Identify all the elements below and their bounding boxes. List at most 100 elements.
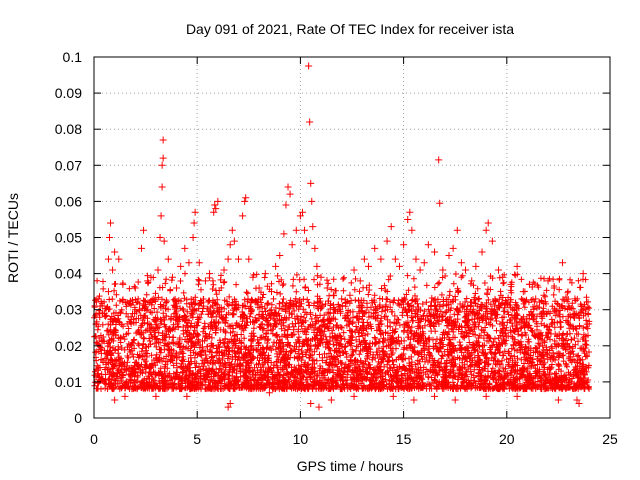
y-tick-label: 0.02 xyxy=(55,338,82,354)
roti-point xyxy=(371,244,379,252)
roti-point xyxy=(212,205,220,213)
roti-point xyxy=(478,248,486,256)
roti-point xyxy=(241,197,249,205)
roti-point xyxy=(96,302,104,310)
roti-point xyxy=(185,259,193,267)
roti-point xyxy=(457,259,465,267)
roti-point xyxy=(565,302,573,310)
roti-point xyxy=(255,284,263,292)
roti-point xyxy=(190,219,198,227)
roti-point xyxy=(158,161,166,169)
y-tick-label: 0.09 xyxy=(55,85,82,101)
y-tick-label: 0.03 xyxy=(55,302,82,318)
roti-point xyxy=(156,234,164,241)
roti-point xyxy=(173,284,181,292)
roti-point xyxy=(311,244,319,252)
roti-point xyxy=(482,226,490,234)
roti-point xyxy=(431,248,439,256)
roti-point xyxy=(211,201,219,209)
roti-point xyxy=(519,288,527,296)
roti-point xyxy=(284,183,292,191)
data-points xyxy=(91,62,593,411)
roti-point xyxy=(164,255,172,263)
roti-point xyxy=(135,306,143,314)
roti-point xyxy=(100,309,108,317)
roti-point xyxy=(249,273,257,281)
roti-point xyxy=(356,277,364,285)
roti-point xyxy=(431,392,439,400)
roti-point xyxy=(301,226,309,234)
roti-point xyxy=(160,237,168,245)
roti-point xyxy=(406,208,414,216)
roti-point xyxy=(435,156,443,164)
roti-point xyxy=(436,199,444,207)
roti-point xyxy=(201,277,209,285)
x-tick-label: 20 xyxy=(499,431,515,447)
roti-point xyxy=(308,197,316,205)
roti-point xyxy=(282,201,290,209)
roti-point xyxy=(309,223,317,231)
roti-point xyxy=(228,226,236,234)
roti-point xyxy=(296,212,304,220)
roti-point xyxy=(234,255,242,263)
roti-point xyxy=(313,262,321,270)
roti-point xyxy=(245,255,253,263)
roti-point xyxy=(272,262,280,270)
roti-point xyxy=(306,118,314,126)
roti-point-cloud xyxy=(91,270,593,393)
roti-point xyxy=(412,255,420,263)
roti-point xyxy=(338,295,346,303)
roti-point xyxy=(532,295,540,303)
roti-point xyxy=(583,320,591,328)
y-tick-label: 0.05 xyxy=(55,230,82,246)
roti-point xyxy=(230,237,238,245)
roti-point xyxy=(445,252,453,260)
roti-point xyxy=(391,255,399,263)
roti-point xyxy=(449,244,457,252)
roti-point xyxy=(104,288,112,296)
roti-point xyxy=(488,237,496,245)
roti-point xyxy=(195,259,203,267)
roti-point xyxy=(214,197,222,205)
roti-point xyxy=(280,230,288,238)
y-tick-label: 0.06 xyxy=(55,193,82,209)
roti-point xyxy=(317,273,325,281)
roti-point xyxy=(573,396,581,404)
x-tick-labels: 0 5 10 15 20 25 xyxy=(90,431,618,447)
roti-point xyxy=(410,396,418,404)
roti-point xyxy=(288,241,296,249)
roti-point xyxy=(377,255,385,263)
roti-point xyxy=(226,241,234,249)
roti-point xyxy=(350,266,358,274)
roti-point xyxy=(420,259,428,267)
roti-point xyxy=(472,262,480,270)
roti-point xyxy=(159,136,167,144)
y-tick-label: 0.08 xyxy=(55,121,82,137)
roti-point xyxy=(307,400,315,408)
roti-point xyxy=(224,403,232,411)
roti-point xyxy=(451,396,459,404)
roti-point xyxy=(159,154,167,162)
roti-point xyxy=(268,288,276,296)
roti-point xyxy=(298,208,306,216)
roti-point xyxy=(416,266,424,274)
roti-point xyxy=(540,291,548,299)
roti-point xyxy=(495,266,503,274)
roti-point xyxy=(350,392,358,400)
roti-point xyxy=(424,241,432,249)
roti-point xyxy=(140,226,148,234)
roti-point xyxy=(482,392,490,400)
y-tick-label: 0.07 xyxy=(55,157,82,173)
roti-point xyxy=(181,244,189,252)
roti-point xyxy=(107,219,115,227)
roti-point xyxy=(395,262,403,270)
roti-point xyxy=(137,244,145,252)
roti-point xyxy=(554,396,562,404)
roti-point xyxy=(127,313,135,321)
roti-point xyxy=(346,291,354,299)
roti-point xyxy=(327,396,335,404)
roti-point xyxy=(220,266,228,274)
roti-point xyxy=(158,183,166,191)
roti-point xyxy=(150,295,158,303)
